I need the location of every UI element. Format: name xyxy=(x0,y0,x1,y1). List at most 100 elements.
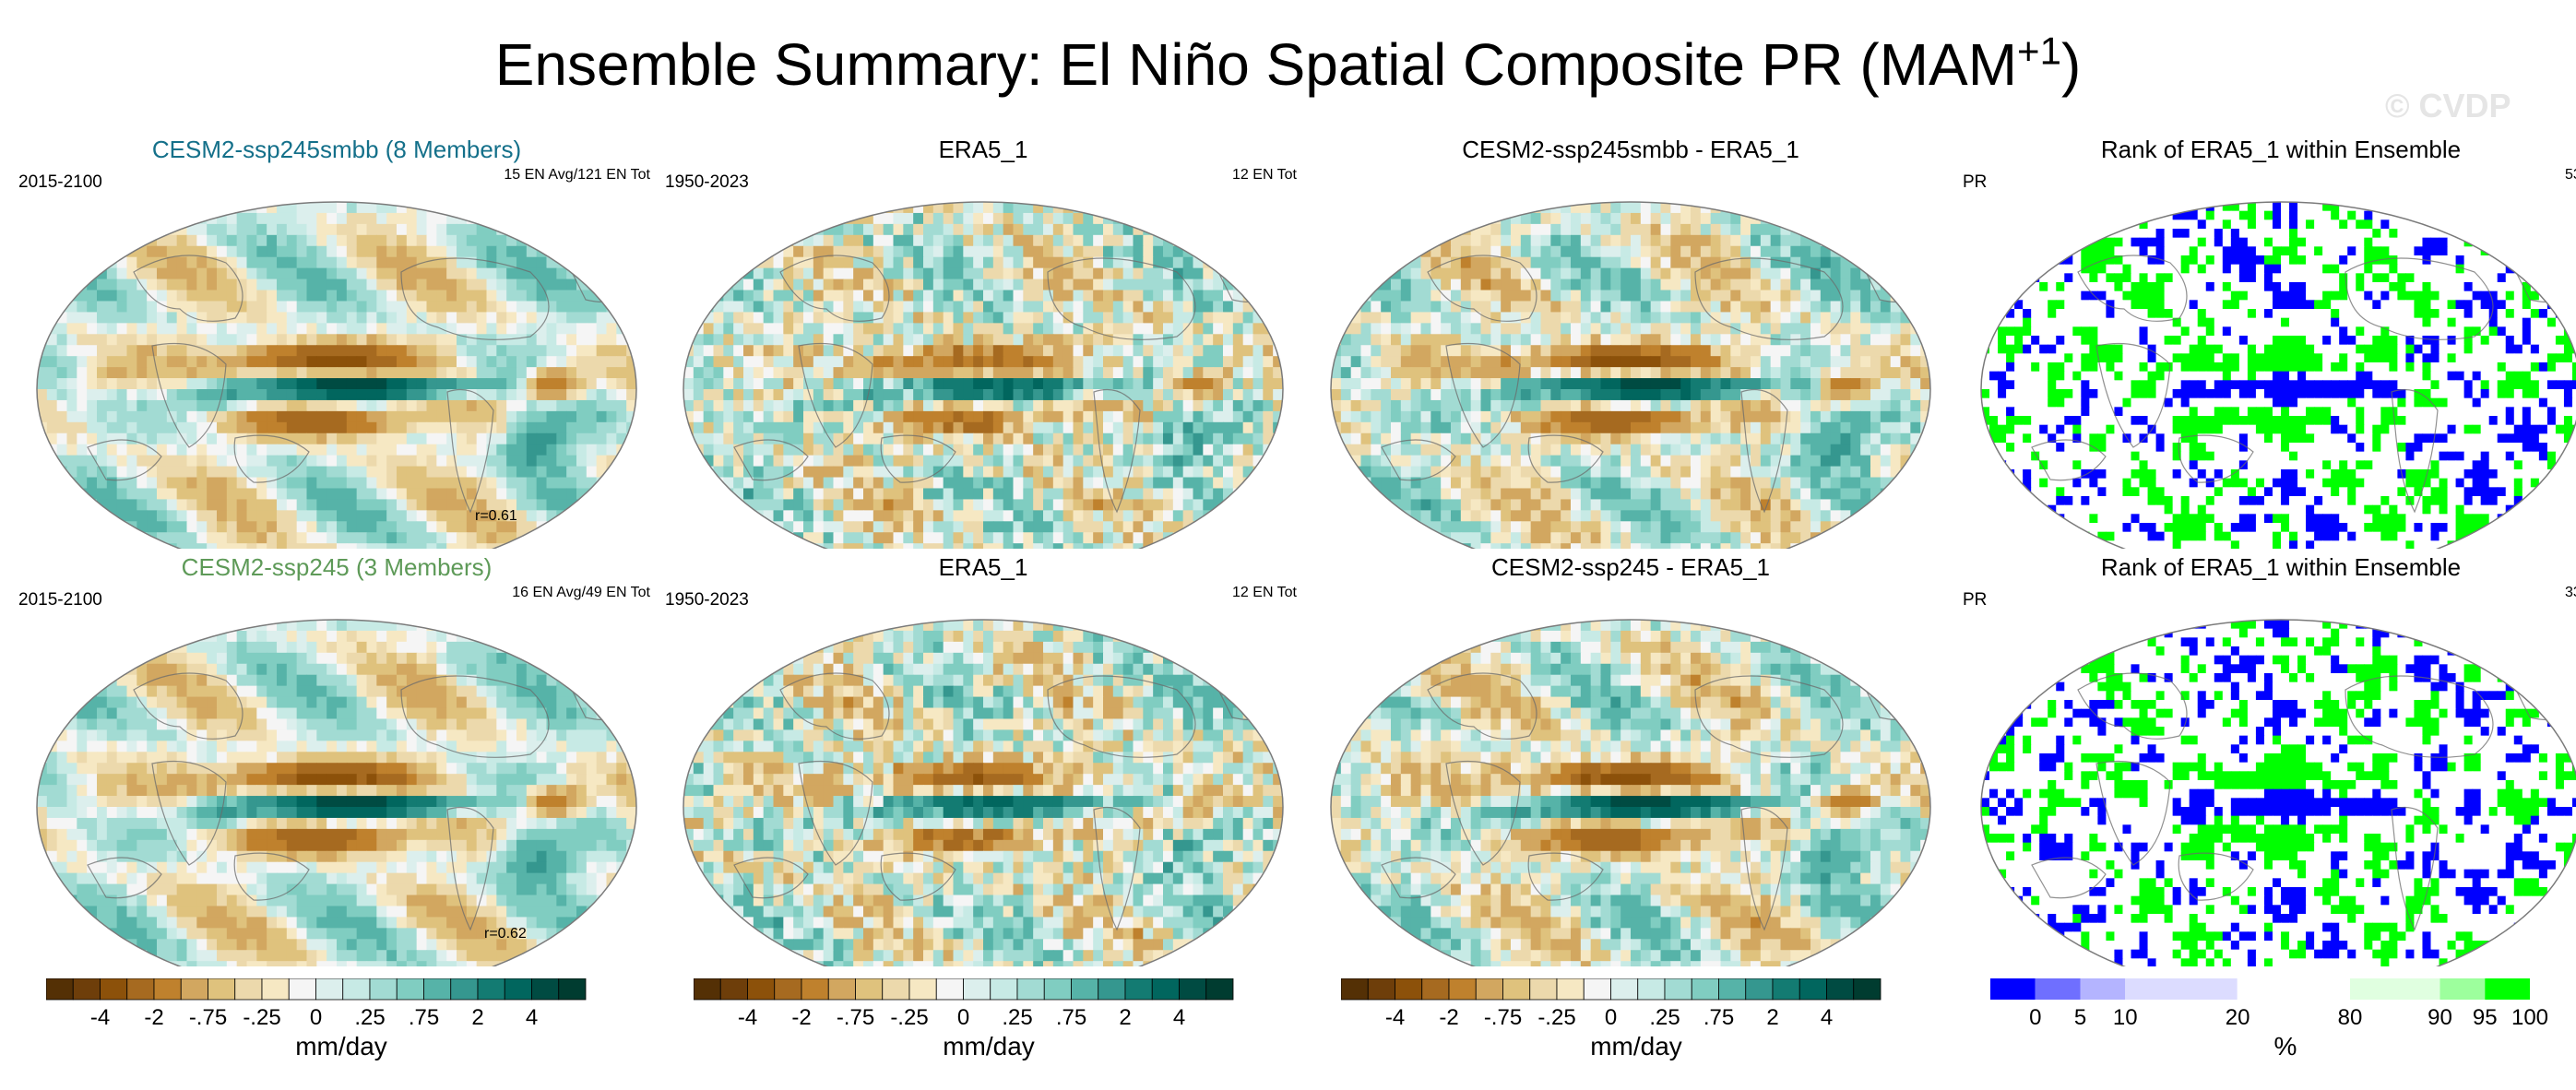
colorbar-swatch xyxy=(342,978,371,1001)
globe-map xyxy=(1330,201,1931,549)
colorbar-swatch xyxy=(1205,978,1234,1001)
colorbar-tick-label: .25 xyxy=(1002,1005,1032,1030)
colorbar-tick-label: .75 xyxy=(409,1005,439,1030)
colorbar-swatch xyxy=(100,978,128,1001)
panel-title-rank: Rank of ERA5_1 within Ensemble xyxy=(2100,553,2462,581)
panel-observed-row1: ERA5_1 1950-2023 12 EN Tot xyxy=(660,134,1306,549)
colorbar-tick-label: -4 xyxy=(1385,1005,1405,1030)
panel-rank-row1: Rank of ERA5_1 within Ensemble PR 53% xyxy=(1958,134,2576,549)
panel-difference-row1: CESM2-ssp245smbb - ERA5_1 xyxy=(1308,134,1953,549)
colorbar-swatch xyxy=(1691,978,1719,1001)
colorbar-swatch xyxy=(126,978,155,1001)
colorbar-swatch xyxy=(153,978,182,1001)
colorbar-tick-label: -.25 xyxy=(243,1005,280,1030)
panel-rank-percent: 33% xyxy=(2564,585,2576,600)
colorbar-swatch xyxy=(1529,978,1558,1001)
panel-event-count: 15 EN Avg/121 EN Tot xyxy=(504,167,650,183)
colorbar-swatch xyxy=(1772,978,1800,1001)
colorbar-difference: -4 -2 -.75 -.25 0 .25 .75 2 4 mm/day xyxy=(1341,978,1987,1080)
colorbar-tick-label: 5 xyxy=(2074,1005,2086,1030)
panel-event-count: 12 EN Tot xyxy=(1232,585,1297,600)
colorbar-swatch xyxy=(72,978,101,1001)
colorbar-swatch xyxy=(694,978,721,1001)
globe-map xyxy=(36,619,637,966)
colorbar-tick-label: .75 xyxy=(1703,1005,1734,1030)
globe-map xyxy=(1980,619,2576,966)
colorbar-tick-label: 90 xyxy=(2428,1005,2452,1030)
colorbar-tick-label: .25 xyxy=(354,1005,385,1030)
colorbar-swatch xyxy=(1421,978,1450,1001)
main-title-text: Ensemble Summary: El Niño Spatial Compos… xyxy=(494,31,2018,98)
colorbar-tick-label: -2 xyxy=(791,1005,811,1030)
main-title-superscript: +1 xyxy=(2017,29,2061,73)
colorbar-swatch xyxy=(1637,978,1666,1001)
panel-difference-row2: CESM2-ssp245 - ERA5_1 xyxy=(1308,551,1953,966)
colorbar-graphic: -4 -2 -.75 -.25 0 .25 .75 2 4 xyxy=(1341,978,1882,1030)
colorbar-tick-label: 20 xyxy=(2226,1005,2250,1030)
panel-title-ensemble: CESM2-ssp245smbb (8 Members) xyxy=(151,136,522,163)
globe-map xyxy=(683,201,1284,549)
colorbar-ensemble: -4 -2 -.75 -.25 0 .25 .75 2 4 mm/day xyxy=(46,978,692,1080)
panel-title-rank: Rank of ERA5_1 within Ensemble xyxy=(2100,136,2462,163)
colorbar-tick-label: -.25 xyxy=(890,1005,928,1030)
colorbar-swatch xyxy=(477,978,505,1001)
colorbar-tick-label: 4 xyxy=(1821,1005,1833,1030)
colorbar-swatch xyxy=(2485,978,2530,1000)
colorbar-swatch xyxy=(1583,978,1611,1001)
colorbar-swatch xyxy=(1367,978,1395,1001)
colorbar-swatch xyxy=(450,978,479,1001)
panel-title-observed: ERA5_1 xyxy=(938,553,1028,581)
pattern-correlation: r=0.62 xyxy=(484,926,527,942)
colorbar-swatch xyxy=(1664,978,1692,1001)
colorbar-tick-label: 0 xyxy=(1605,1005,1617,1030)
panel-event-count: 12 EN Tot xyxy=(1232,167,1297,183)
colorbar-graphic: 0 5 10 20 80 90 95 100 xyxy=(1990,978,2548,1030)
colorbar-swatch xyxy=(2035,978,2081,1000)
colorbar-swatch xyxy=(1798,978,1827,1001)
colorbar-observed: -4 -2 -.75 -.25 0 .25 .75 2 4 mm/day xyxy=(694,978,1339,1080)
colorbar-swatch xyxy=(396,978,424,1001)
panel-years: 1950-2023 xyxy=(665,590,749,610)
colorbar-swatch xyxy=(1502,978,1531,1001)
panel-observed-row2: ERA5_1 1950-2023 12 EN Tot xyxy=(660,551,1306,966)
colorbar-swatch xyxy=(315,978,344,1001)
colorbar-units: mm/day xyxy=(1590,1032,1682,1060)
panel-title-difference: CESM2-ssp245 - ERA5_1 xyxy=(1490,553,1771,581)
colorbar-tick-label: 100 xyxy=(2511,1005,2548,1030)
colorbar-units: % xyxy=(2273,1032,2297,1060)
colorbar-units: mm/day xyxy=(295,1032,387,1060)
globe-map xyxy=(683,619,1284,966)
colorbar-swatch xyxy=(208,978,236,1001)
panel-title-difference: CESM2-ssp245smbb - ERA5_1 xyxy=(1462,136,1799,163)
colorbar-swatch xyxy=(1556,978,1585,1001)
colorbar-swatch xyxy=(180,978,208,1001)
colorbar-swatch xyxy=(261,978,290,1001)
colorbar-tick-label: -.25 xyxy=(1537,1005,1575,1030)
colorbar-tick-label: -4 xyxy=(90,1005,110,1030)
colorbar-swatch xyxy=(908,978,937,1001)
colorbar-swatch xyxy=(747,978,776,1001)
colorbar-tick-label: -4 xyxy=(738,1005,757,1030)
colorbar-swatch xyxy=(774,978,802,1001)
panel-variable: PR xyxy=(1963,590,1988,610)
panel-variable: PR xyxy=(1963,172,1988,192)
colorbar-swatch xyxy=(801,978,829,1001)
colorbar-tick-label: 80 xyxy=(2338,1005,2363,1030)
colorbar-tick-label: -2 xyxy=(1439,1005,1458,1030)
colorbar-swatch xyxy=(423,978,452,1001)
globe-map xyxy=(1330,619,1931,966)
colorbar-graphic: -4 -2 -.75 -.25 0 .25 .75 2 4 xyxy=(694,978,1234,1030)
colorbar-tick-label: 0 xyxy=(957,1005,969,1030)
panel-title-ensemble: CESM2-ssp245 (3 Members) xyxy=(181,553,493,581)
colorbar-swatch xyxy=(1610,978,1639,1001)
colorbar-swatch xyxy=(1395,978,1423,1001)
colorbar-swatch xyxy=(2125,978,2238,1000)
colorbar-swatch xyxy=(1016,978,1045,1001)
colorbar-swatch xyxy=(1098,978,1126,1001)
colorbar-swatch xyxy=(963,978,991,1001)
colorbar-tick-label: 2 xyxy=(1766,1005,1778,1030)
colorbar-units: mm/day xyxy=(943,1032,1035,1060)
colorbar-tick-label: -.75 xyxy=(1484,1005,1522,1030)
colorbar-swatch xyxy=(1448,978,1477,1001)
panel-rank-row2: Rank of ERA5_1 within Ensemble PR 33% xyxy=(1958,551,2576,966)
